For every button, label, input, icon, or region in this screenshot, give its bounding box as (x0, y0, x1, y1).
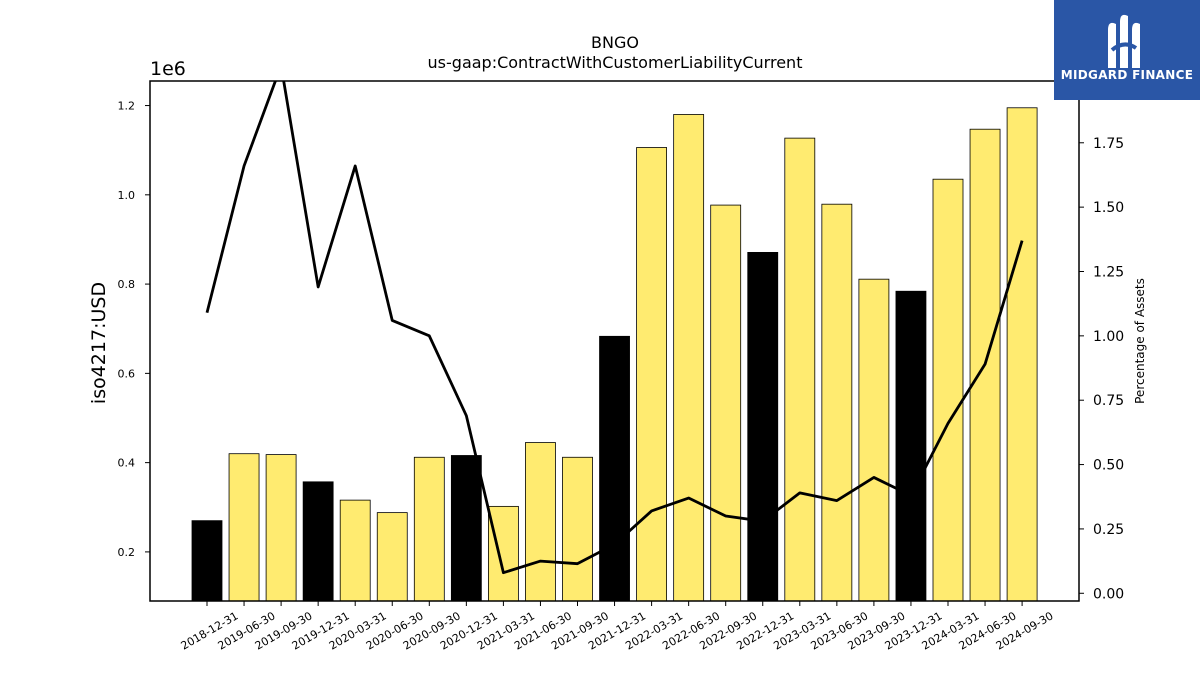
percentage-of-assets-line (205, 81, 1024, 575)
chart-title: BNGO (591, 33, 639, 52)
bar-2021-12-31 (599, 335, 630, 601)
bar-2019-06-30 (228, 453, 260, 601)
bar-2022-12-31 (747, 251, 779, 601)
y-tick-label: 0.4 (118, 457, 136, 470)
y2-tick-label: 1.75 (1093, 136, 1124, 152)
bar-2023-03-31 (784, 137, 816, 601)
y2-tick-label: 0.00 (1093, 586, 1124, 602)
y-tick-label: 1.0 (118, 189, 136, 202)
y-tick-label: 0.2 (118, 546, 136, 559)
logo-mark-icon (1108, 14, 1140, 68)
bar-2020-06-30 (376, 512, 408, 601)
bar-2020-03-31 (339, 499, 371, 601)
bar-2019-12-31 (302, 481, 334, 601)
y-tick-label: 1.2 (118, 100, 136, 113)
y2-tick-label: 1.00 (1093, 329, 1124, 345)
y2-tick-label: 0.50 (1093, 458, 1124, 474)
bar-2022-09-30 (710, 204, 742, 601)
bar-2022-06-30 (673, 114, 705, 601)
bar-series (191, 107, 1038, 601)
bar-2019-09-30 (265, 454, 297, 601)
bar-2020-12-31 (450, 455, 482, 601)
bar-2023-09-30 (858, 278, 890, 601)
y2-tick-label: 1.25 (1093, 264, 1124, 280)
y2-tick-label: 1.50 (1093, 200, 1124, 216)
bar-2018-12-31 (191, 520, 223, 601)
y2-axis-label: Percentage of Assets (1133, 278, 1147, 404)
y-tick-label: 0.8 (118, 278, 136, 291)
y2-tick-label: 0.25 (1093, 522, 1124, 538)
line-series (205, 81, 1024, 575)
y-axis-right: 0.00 0.25 0.50 0.75 1.00 1.25 1.50 1.75 (1079, 136, 1124, 602)
bar-2024-03-31 (932, 178, 964, 601)
y-axis-left: 0.2 0.4 0.6 0.8 1.0 1.2 (118, 100, 150, 559)
bar-2023-06-30 (821, 203, 853, 601)
x-axis: 2018-12-312019-06-302019-09-302019-12-31… (179, 601, 1056, 653)
chart-subtitle: us-gaap:ContractWithCustomerLiabilityCur… (428, 53, 803, 72)
bar-2022-03-31 (636, 147, 667, 601)
logo-text: MIDGARD FINANCE (1060, 68, 1194, 82)
bar-2023-12-31 (895, 290, 927, 601)
bar-2021-09-30 (562, 456, 593, 601)
midgard-finance-logo: MIDGARD FINANCE (1054, 0, 1200, 100)
y-tick-label: 0.6 (118, 367, 136, 380)
y-offset-label: 1e6 (150, 58, 186, 80)
bar-2024-09-30 (1006, 107, 1038, 601)
bar-2021-06-30 (525, 442, 556, 601)
y2-tick-label: 0.75 (1093, 393, 1124, 409)
bar-2021-03-31 (487, 505, 519, 601)
y-axis-label: iso4217:USD (88, 282, 110, 404)
bar-2020-09-30 (413, 456, 445, 601)
